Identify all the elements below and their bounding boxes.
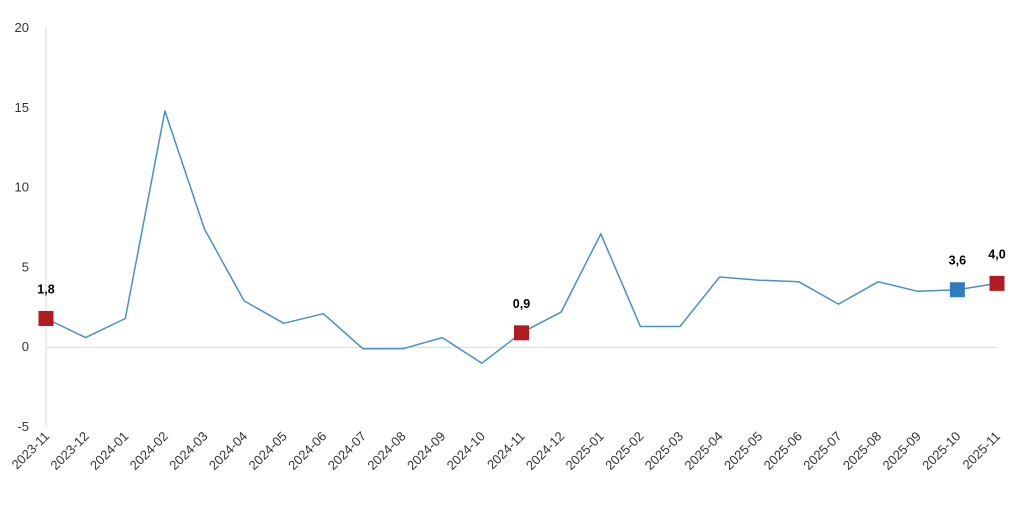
y-axis-ticks: 20 15 10 5 0 -5 [15, 20, 29, 434]
highlight-marker [949, 282, 965, 298]
x-tick-label: 2025-02 [602, 429, 646, 473]
x-tick-label: 2023-12 [47, 429, 91, 473]
highlight-marker [989, 275, 1005, 291]
data-labels: 1,8 0,9 3,6 4,0 [37, 247, 1005, 310]
x-tick-label: 2025-04 [681, 429, 725, 473]
x-tick-label: 2025-03 [642, 429, 686, 473]
data-label: 0,9 [513, 297, 530, 311]
x-tick-label: 2025-01 [563, 429, 607, 473]
x-tick-label: 2025-11 [959, 429, 1003, 473]
x-tick-label: 2025-10 [919, 429, 963, 473]
x-tick-label: 2024-10 [444, 429, 488, 473]
x-tick-label: 2024-01 [87, 429, 131, 473]
x-tick-label: 2025-06 [761, 429, 805, 473]
x-tick-label: 2024-04 [206, 429, 250, 473]
y-tick-label: 0 [22, 339, 29, 354]
data-label: 1,8 [37, 282, 54, 296]
y-tick-label: 5 [22, 259, 29, 274]
x-tick-label: 2024-05 [246, 429, 290, 473]
data-label: 3,6 [949, 254, 966, 268]
x-tick-label: 2025-08 [840, 429, 884, 473]
x-tick-label: 2023-11 [8, 429, 52, 473]
x-tick-label: 2024-09 [404, 429, 448, 473]
x-axis-ticks: 2023-112023-122024-012024-022024-032024-… [8, 429, 1003, 473]
x-tick-label: 2024-07 [325, 429, 369, 473]
y-tick-label: 15 [15, 100, 29, 115]
y-tick-label: -5 [17, 419, 29, 434]
highlight-marker [38, 310, 54, 326]
x-tick-label: 2025-09 [880, 429, 924, 473]
x-tick-label: 2024-02 [127, 429, 171, 473]
x-tick-label: 2024-11 [484, 429, 528, 473]
data-label: 4,0 [988, 247, 1005, 261]
chart-axes [45, 28, 997, 427]
x-tick-label: 2025-07 [800, 429, 844, 473]
x-tick-label: 2025-05 [721, 429, 765, 473]
highlight-marker [514, 325, 529, 341]
y-tick-label: 10 [15, 180, 29, 195]
x-tick-label: 2024-06 [285, 429, 329, 473]
x-tick-label: 2024-12 [523, 429, 567, 473]
x-tick-label: 2024-08 [364, 429, 408, 473]
y-tick-label: 20 [15, 20, 29, 35]
x-tick-label: 2024-03 [166, 429, 210, 473]
highlight-markers [38, 275, 1005, 341]
